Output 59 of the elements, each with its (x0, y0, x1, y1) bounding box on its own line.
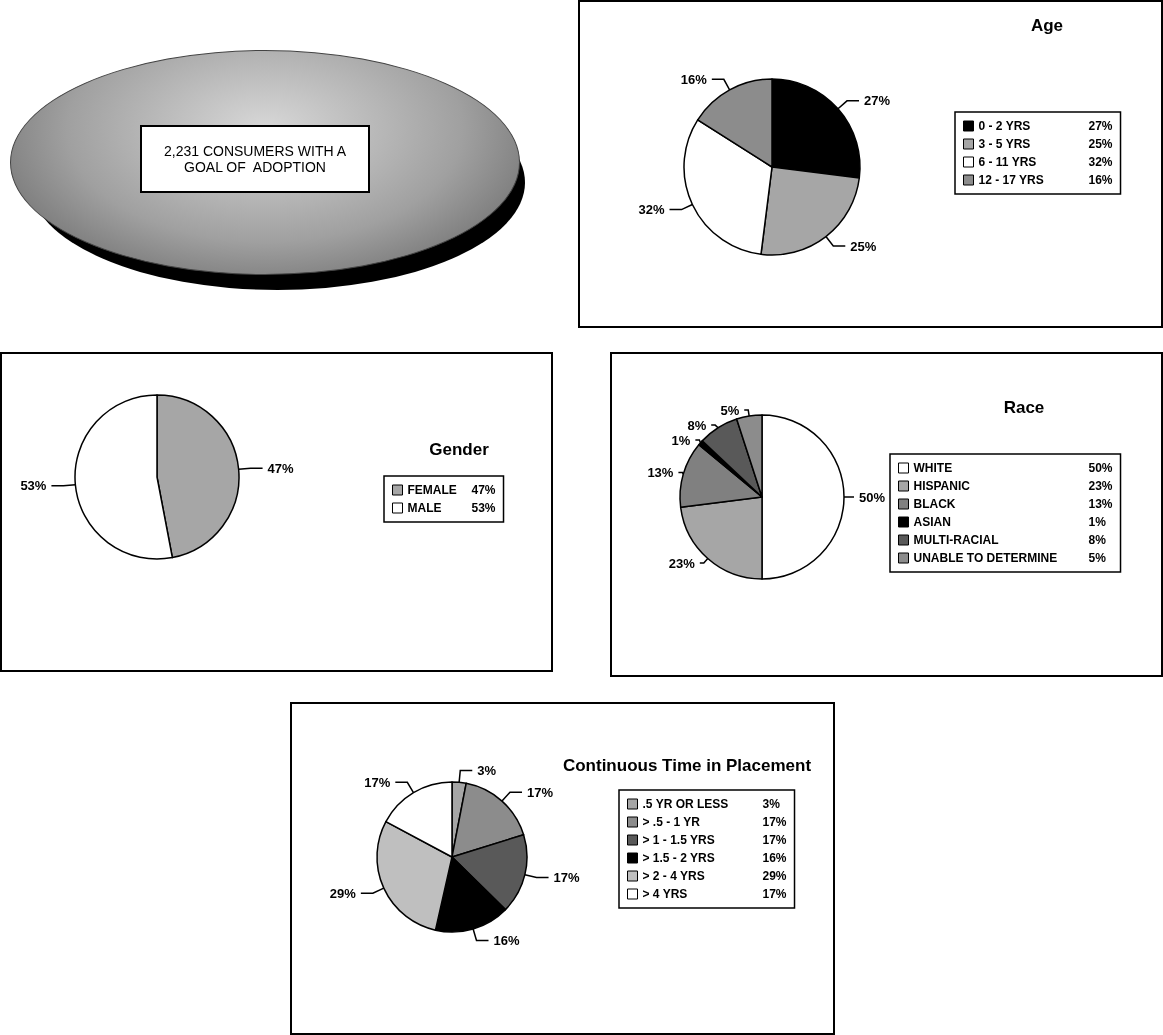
legend-label: 6 - 11 YRS (978, 155, 1037, 169)
text: 16% (762, 851, 787, 865)
legend-label: HISPANIC (913, 479, 971, 493)
text: 16% (1088, 173, 1113, 187)
data-label: 50% (859, 489, 886, 505)
chart-title: Continuous Time in Placement (562, 756, 812, 775)
text: 2,231 CONSUMERS WITH A GOAL OF ADOPTION (162, 143, 347, 175)
text: 1% (1088, 515, 1106, 529)
data-label: 17% (527, 784, 554, 800)
chart-title: Age (1030, 16, 1064, 35)
legend-label: UNABLE TO DETERMINE (913, 551, 1058, 565)
data-label: 25% (850, 238, 877, 254)
data-label: 23% (668, 555, 696, 571)
text: 27% (1088, 119, 1113, 133)
data-label: 29% (329, 885, 357, 901)
legend-label: > 4 YRS (642, 887, 688, 901)
text: 3% (762, 797, 780, 811)
text: 47% (471, 483, 496, 497)
data-label: 53% (20, 478, 47, 494)
legend-label: WHITE (913, 461, 953, 475)
data-label: 47% (267, 460, 295, 476)
legend-label: 0 - 2 YRS (978, 119, 1031, 133)
data-label: 3% (477, 762, 497, 778)
text: 50% (1088, 461, 1113, 475)
text: 53% (471, 501, 496, 515)
legend-label: 3 - 5 YRS (978, 137, 1031, 151)
data-label: 32% (638, 202, 665, 218)
data-label: 8% (687, 417, 707, 433)
legend-label: 12 - 17 YRS (978, 173, 1044, 187)
data-label: 5% (720, 402, 740, 418)
legend-label: > 2 - 4 YRS (642, 869, 705, 883)
data-label: 17% (364, 774, 391, 790)
text: 29% (762, 869, 787, 883)
text: 5% (1088, 551, 1106, 565)
data-label: 1% (671, 432, 691, 448)
legend-label: FEMALE (407, 483, 457, 497)
legend-label: > .5 - 1 YR (642, 815, 701, 829)
data-label: 16% (493, 932, 520, 948)
data-label: 13% (647, 464, 674, 480)
legend-label: MULTI-RACIAL (913, 533, 999, 547)
text: 32% (1088, 155, 1113, 169)
text: 13% (1088, 497, 1113, 511)
legend-label: > 1.5 - 2 YRS (642, 851, 715, 865)
text: 25% (1088, 137, 1113, 151)
legend-label: BLACK (913, 497, 956, 511)
data-label: 16% (680, 71, 708, 87)
text: 17% (762, 815, 787, 829)
chart-title: Race (1003, 398, 1045, 417)
legend-label: MALE (407, 501, 442, 515)
data-label: 27% (864, 93, 891, 109)
text: 23% (1088, 479, 1113, 493)
legend-label: .5 YR OR LESS (642, 797, 729, 811)
text: Gender (429, 440, 490, 459)
legend-label: > 1 - 1.5 YRS (642, 833, 715, 847)
text: 8% (1088, 533, 1106, 547)
text: 17% (762, 887, 787, 901)
data-label: 17% (553, 870, 581, 886)
text: 17% (762, 833, 787, 847)
legend-label: ASIAN (913, 515, 951, 529)
